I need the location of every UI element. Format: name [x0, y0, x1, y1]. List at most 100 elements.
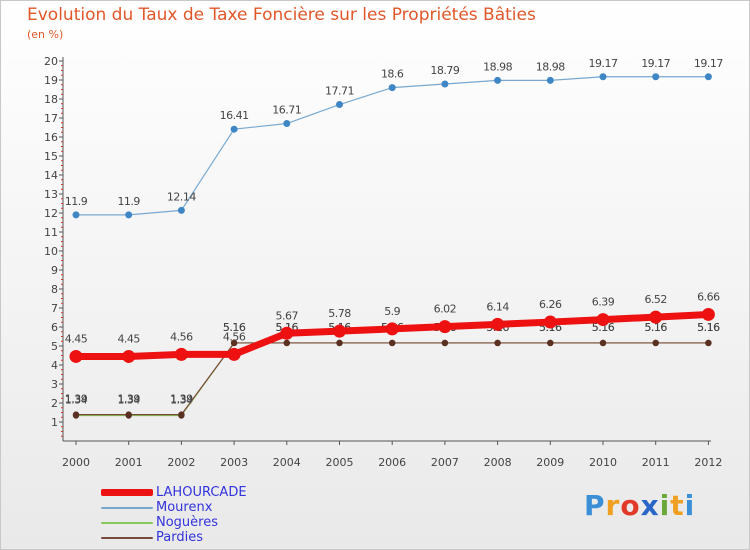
data-point-pardies — [72, 411, 80, 418]
x-tick-label: 2003 — [220, 456, 248, 469]
y-tick-label: 2 — [51, 397, 58, 410]
logo-letter: x — [640, 489, 660, 522]
y-tick-label: 15 — [44, 150, 58, 163]
data-point-lahourcade — [69, 349, 83, 363]
data-point-pardies — [283, 339, 290, 347]
data-label-lahourcade: 6.14 — [486, 300, 509, 313]
x-tick-label: 2001 — [115, 456, 143, 469]
y-tick-label: 4 — [51, 359, 58, 372]
data-point-mourenx — [441, 80, 449, 88]
data-point-mourenx — [283, 120, 291, 128]
legend-item-logueres: Noguères — [101, 515, 321, 530]
legend-swatch-mourenx — [101, 507, 153, 509]
legend-swatch-pardies — [101, 537, 153, 539]
y-tick-label: 10 — [44, 245, 58, 258]
data-label-lahourcade: 4.56 — [170, 330, 193, 343]
y-tick-label: 11 — [44, 226, 58, 239]
data-label-mourenx: 19.17 — [589, 57, 618, 70]
legend-label-mourenx: Mourenx — [156, 500, 213, 515]
data-point-lahourcade — [649, 310, 663, 324]
data-label-lahourcade: 5.78 — [328, 307, 351, 320]
y-tick-label: 12 — [44, 207, 58, 220]
x-tick-label: 2012 — [694, 456, 722, 469]
y-tick-label: 8 — [51, 283, 58, 296]
data-label-lahourcade: 6.02 — [434, 303, 457, 316]
data-point-lahourcade — [280, 326, 294, 340]
logo-letter: r — [605, 489, 621, 522]
data-label-pardies: 5.16 — [644, 321, 667, 334]
data-point-pardies — [705, 339, 712, 347]
data-point-mourenx — [72, 211, 80, 219]
x-tick-label: 2006 — [378, 456, 406, 469]
data-point-mourenx — [230, 125, 238, 133]
data-label-mourenx: 18.6 — [381, 68, 404, 81]
data-point-lahourcade — [227, 347, 241, 361]
data-label-pardies: 5.16 — [697, 321, 720, 334]
y-tick-label: 16 — [44, 131, 58, 144]
y-tick-label: 20 — [44, 55, 58, 68]
data-point-pardies — [230, 339, 238, 347]
data-label-nogures: 5.16 — [592, 321, 615, 334]
legend-label-nogueres: Noguères — [156, 515, 218, 530]
legend-label-pardies: Pardies — [156, 530, 203, 545]
legend-swatch-nogueres — [101, 522, 153, 524]
y-tick-label: 13 — [44, 188, 58, 201]
data-point-lahourcade — [385, 322, 399, 336]
data-point-pardies — [547, 339, 554, 347]
data-label-pardies: 1.39 — [65, 393, 88, 406]
data-label-mourenx: 16.71 — [272, 104, 301, 117]
y-tick-label: 6 — [51, 321, 58, 334]
data-label-mourenx: 17.71 — [325, 85, 354, 98]
data-label-mourenx: 11.9 — [117, 195, 140, 208]
x-tick-label: 2004 — [273, 456, 301, 469]
data-label-mourenx: 18.79 — [430, 64, 459, 77]
data-label-lahourcade: 6.39 — [592, 296, 615, 309]
data-point-pardies — [441, 339, 449, 347]
data-label-mourenx: 19.17 — [641, 57, 670, 70]
data-point-mourenx — [546, 76, 554, 84]
data-point-lahourcade — [174, 347, 188, 361]
logo-letter: i — [684, 489, 696, 522]
y-tick-label: 19 — [44, 74, 58, 87]
data-label-pardies: 1.39 — [117, 393, 140, 406]
y-tick-label: 9 — [51, 264, 58, 277]
data-point-pardies — [652, 339, 659, 347]
data-label-nogures: 1.34 — [65, 394, 88, 407]
data-label-pardies: 5.16 — [592, 321, 615, 334]
data-point-pardies — [336, 339, 343, 347]
data-label-lahourcade: 4.45 — [65, 332, 88, 345]
data-label-nogures: 1.34 — [170, 394, 193, 407]
legend-label-lahourcade: LAHOURCADE — [156, 485, 247, 500]
y-tick-label: 17 — [44, 112, 58, 125]
legend-swatch-lahourcade — [101, 489, 153, 496]
x-tick-label: 2009 — [536, 456, 564, 469]
data-point-pardies — [599, 339, 607, 347]
legend-item-lahourcade: LAHOURCADE — [101, 485, 321, 500]
data-point-pardies — [494, 339, 501, 347]
legend-item-pardies: Pardies — [101, 530, 321, 545]
data-point-mourenx — [704, 73, 712, 81]
proxiti-logo: Proxiti — [584, 489, 695, 522]
data-label-nogures: 5.16 — [697, 321, 720, 334]
data-label-pardies: 1.39 — [170, 393, 193, 406]
data-label-pardies: 5.16 — [223, 321, 246, 334]
data-point-mourenx — [125, 211, 133, 219]
data-label-mourenx: 19.17 — [694, 57, 723, 70]
data-point-lahourcade — [596, 313, 610, 327]
logo-letter: P — [584, 489, 606, 522]
x-tick-label: 2000 — [62, 456, 90, 469]
data-label-mourenx: 11.9 — [65, 195, 88, 208]
data-point-lahourcade — [122, 349, 136, 363]
chart-legend: LAHOURCADE Mourenx Noguères Pardies — [101, 485, 321, 545]
logo-letter: i — [659, 489, 671, 522]
data-label-lahourcade: 4.56 — [223, 330, 246, 343]
data-label-mourenx: 16.41 — [220, 109, 249, 122]
x-tick-label: 2011 — [642, 456, 670, 469]
data-point-lahourcade — [543, 315, 557, 329]
data-point-lahourcade — [701, 307, 715, 321]
data-label-lahourcade: 5.67 — [276, 309, 299, 322]
logo-letter: o — [620, 489, 641, 522]
data-point-mourenx — [336, 101, 343, 109]
